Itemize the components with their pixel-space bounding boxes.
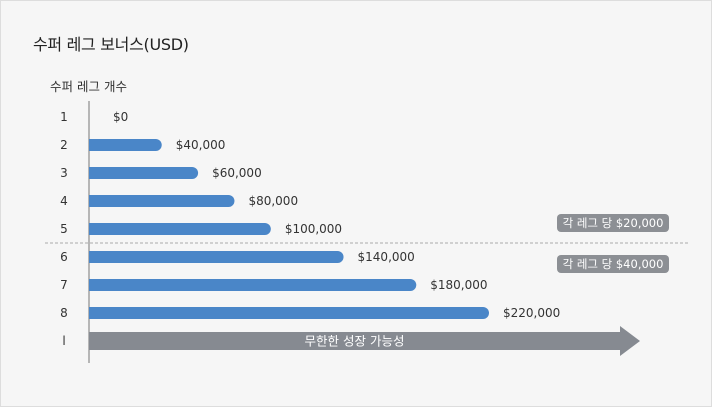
tick-label: 4: [60, 194, 68, 208]
bar-left-cap: [89, 279, 101, 291]
data-label: $40,000: [176, 138, 226, 152]
tick-label-extra: l: [62, 334, 65, 348]
data-label: $100,000: [285, 222, 342, 236]
data-label: $220,000: [503, 306, 560, 320]
bar-left-cap: [89, 251, 101, 263]
bar: [89, 251, 344, 263]
chart-title: 수퍼 레그 보너스(USD): [33, 35, 189, 54]
growth-arrow-label: 무한한 성장 가능성: [305, 334, 405, 349]
data-label: $140,000: [358, 250, 415, 264]
rate-badge-label: 각 레그 당 $40,000: [563, 257, 664, 271]
data-label: $0: [113, 110, 128, 124]
bar: [89, 223, 271, 235]
tick-label: 1: [60, 110, 68, 124]
rate-badge-label: 각 레그 당 $20,000: [563, 216, 664, 230]
bar: [89, 195, 235, 207]
bar-left-cap: [89, 223, 101, 235]
bar-left-cap: [89, 167, 101, 179]
bar-left-cap: [89, 307, 101, 319]
tick-label: 8: [60, 306, 68, 320]
bar-left-cap: [89, 139, 101, 151]
tick-label: 7: [60, 278, 68, 292]
bar: [89, 279, 417, 291]
tick-label: 5: [60, 222, 68, 236]
bar: [89, 139, 162, 151]
growth-arrow: [89, 326, 640, 356]
data-label: $80,000: [248, 194, 298, 208]
y-axis-label: 수퍼 레그 개수: [50, 79, 127, 94]
bar: [89, 307, 489, 319]
data-label: $60,000: [212, 166, 262, 180]
data-label: $180,000: [430, 278, 487, 292]
rate-badge: [557, 214, 669, 232]
bar-left-cap: [89, 195, 101, 207]
tick-label: 2: [60, 138, 68, 152]
bar: [89, 167, 199, 179]
tick-label: 6: [60, 250, 68, 264]
tick-label: 3: [60, 166, 68, 180]
rate-badge: [557, 255, 669, 273]
